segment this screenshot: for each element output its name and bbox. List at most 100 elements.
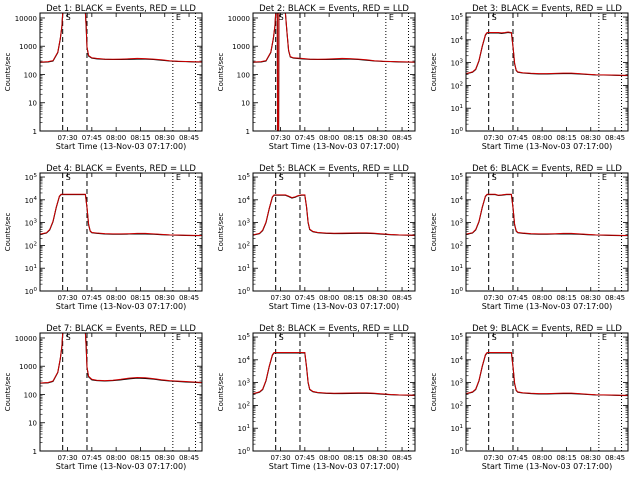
chart-title: Det 8: BLACK = Events, RED = LLD: [259, 324, 409, 334]
x-tick-label: 08:30: [368, 294, 388, 302]
x-tick-label: 08:45: [179, 294, 199, 302]
y-tick-label: 102: [451, 81, 463, 90]
chart-panel-7: Det 7: BLACK = Events, RED = LLD Counts/s…: [4, 324, 203, 471]
y-tick-label: 101: [451, 104, 463, 113]
y-tick-label: 102: [25, 241, 37, 250]
y-axis-label: Counts/sec: [4, 53, 12, 92]
chart-panel-1: Det 1: BLACK = Events, RED = LLD Counts/s…: [4, 4, 203, 151]
start-marker: S: [66, 333, 71, 342]
x-tick-label: 08:45: [392, 294, 412, 302]
x-tick-label: 07:45: [508, 294, 528, 302]
x-tick-label: 08:00: [106, 134, 126, 142]
x-tick-label: 07:45: [82, 294, 102, 302]
x-tick-label: 08:00: [319, 294, 339, 302]
x-tick-label: 07:30: [270, 294, 290, 302]
y-tick-label: 101: [451, 264, 463, 273]
y-axis-label: Counts/sec: [217, 213, 225, 252]
start-marker: S: [492, 13, 497, 22]
chart-panel-3: Det 3: BLACK = Events, RED = LLD Counts/s…: [430, 4, 629, 151]
y-axis-label: Counts/sec: [4, 213, 12, 252]
x-axis-label: Start Time (13-Nov-03 07:17:00): [482, 142, 612, 151]
y-axis-label: Counts/sec: [217, 53, 225, 92]
end-marker: E: [176, 173, 181, 182]
end-marker: E: [176, 13, 181, 22]
y-tick-label: 10000: [15, 15, 37, 23]
plot-frame: [465, 332, 629, 452]
x-tick-label: 08:00: [319, 454, 339, 462]
x-tick-label: 07:45: [508, 454, 528, 462]
x-axis-label: Start Time (13-Nov-03 07:17:00): [269, 302, 399, 311]
y-tick-label: 101: [238, 424, 250, 433]
start-marker: S: [279, 333, 284, 342]
x-tick-label: 08:15: [556, 454, 576, 462]
y-tick-label: 100: [24, 391, 37, 399]
y-tick-label: 100: [237, 71, 250, 79]
plot-frame: [39, 12, 203, 132]
y-tick-label: 101: [451, 424, 463, 433]
chart-panel-5: Det 5: BLACK = Events, RED = LLD Counts/s…: [217, 164, 416, 311]
x-tick-label: 07:30: [57, 294, 77, 302]
chart-panel-8: Det 8: BLACK = Events, RED = LLD Counts/s…: [217, 324, 416, 471]
y-tick-label: 100: [25, 287, 38, 296]
y-tick-label: 105: [25, 173, 38, 182]
y-tick-label: 10: [241, 100, 250, 108]
x-tick-label: 08:15: [343, 134, 363, 142]
y-tick-label: 102: [238, 401, 250, 410]
events-series-line: [253, 194, 415, 236]
x-axis-label: Start Time (13-Nov-03 07:17:00): [269, 142, 399, 151]
y-tick-label: 105: [451, 333, 464, 342]
lld-series-line: [40, 193, 202, 236]
x-tick-label: 08:30: [581, 134, 601, 142]
y-tick-label: 103: [451, 379, 464, 388]
events-series-line: [40, 194, 202, 237]
y-tick-label: 1000: [232, 43, 250, 51]
x-tick-label: 07:45: [295, 294, 315, 302]
x-tick-label: 08:15: [343, 294, 363, 302]
y-tick-label: 103: [238, 379, 251, 388]
lld-series-line: [466, 31, 628, 76]
x-tick-label: 08:15: [343, 454, 363, 462]
x-tick-label: 08:00: [106, 294, 126, 302]
x-tick-label: 08:30: [368, 134, 388, 142]
chart-title: Det 5: BLACK = Events, RED = LLD: [259, 164, 409, 174]
plot-frame: [252, 332, 416, 452]
lld-series-line: [466, 193, 628, 236]
events-series-line: [466, 352, 628, 397]
x-tick-label: 08:00: [319, 134, 339, 142]
x-tick-label: 08:00: [106, 454, 126, 462]
y-tick-label: 104: [238, 356, 251, 365]
lld-series-line: [466, 352, 628, 396]
chart-title: Det 6: BLACK = Events, RED = LLD: [472, 164, 622, 174]
plot-frame: [39, 172, 203, 292]
y-tick-label: 104: [451, 356, 464, 365]
chart-panel-2: Det 2: BLACK = Events, RED = LLD Counts/s…: [217, 4, 416, 151]
y-tick-label: 10000: [228, 15, 250, 23]
chart-title: Det 7: BLACK = Events, RED = LLD: [46, 324, 196, 334]
end-marker: E: [389, 13, 394, 22]
x-tick-label: 07:30: [483, 454, 503, 462]
end-marker: E: [389, 173, 394, 182]
y-tick-label: 104: [238, 196, 251, 205]
x-tick-label: 08:15: [130, 134, 150, 142]
y-tick-label: 100: [451, 127, 464, 136]
y-tick-label: 1000: [19, 363, 37, 371]
chart-title: Det 3: BLACK = Events, RED = LLD: [472, 4, 622, 14]
lld-series-line: [40, 333, 202, 384]
x-tick-label: 08:45: [179, 454, 199, 462]
x-tick-label: 08:00: [532, 134, 552, 142]
x-axis-label: Start Time (13-Nov-03 07:17:00): [56, 142, 186, 151]
x-tick-label: 08:00: [532, 294, 552, 302]
start-marker: S: [279, 173, 284, 182]
x-tick-label: 07:30: [483, 294, 503, 302]
y-tick-label: 10000: [15, 335, 37, 343]
y-tick-label: 10: [28, 100, 37, 108]
chart-panel-6: Det 6: BLACK = Events, RED = LLD Counts/s…: [430, 164, 629, 311]
y-tick-label: 103: [451, 59, 464, 68]
y-tick-label: 104: [451, 196, 464, 205]
x-tick-label: 07:45: [508, 134, 528, 142]
x-tick-label: 07:30: [270, 454, 290, 462]
chart-panel-9: Det 9: BLACK = Events, RED = LLD Counts/s…: [430, 324, 629, 471]
end-marker: E: [602, 173, 607, 182]
y-tick-label: 100: [24, 71, 37, 79]
x-tick-label: 07:45: [82, 454, 102, 462]
